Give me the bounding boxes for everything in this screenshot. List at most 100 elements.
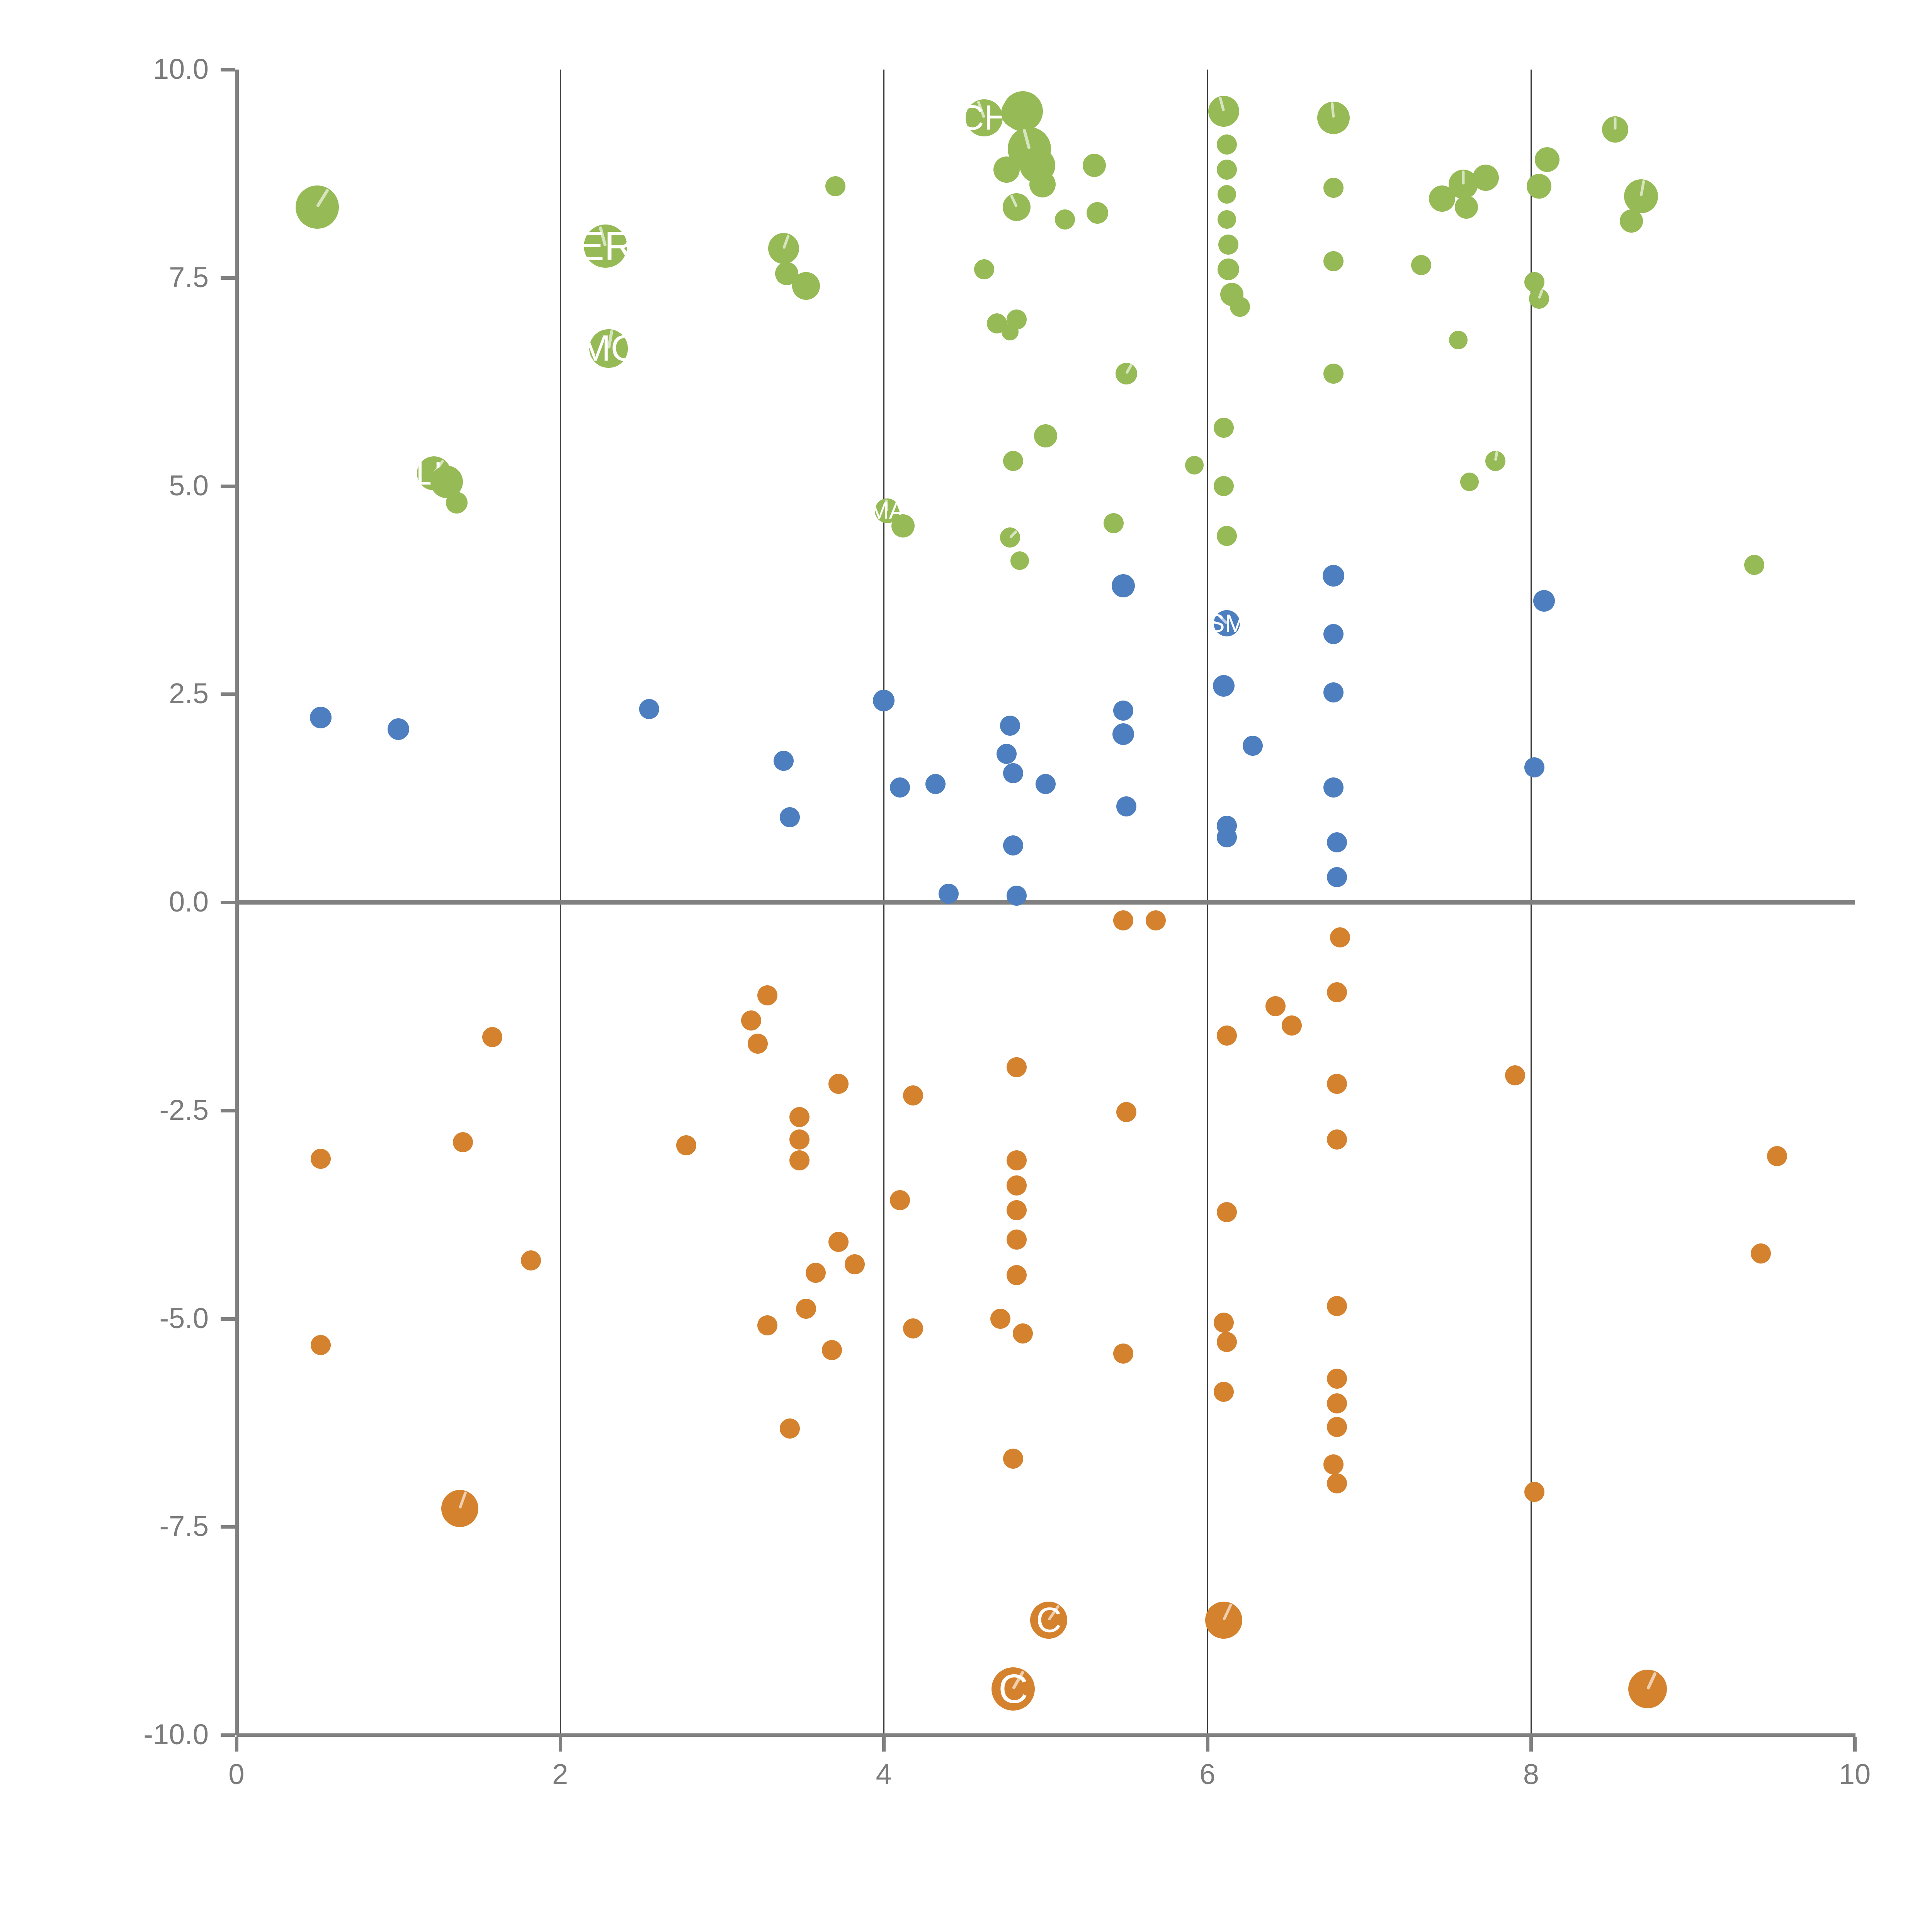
- data-point-orange[interactable]: [1327, 1393, 1347, 1414]
- data-point-blue[interactable]: [1243, 735, 1263, 756]
- data-point-green[interactable]: [1535, 147, 1560, 172]
- data-point-green[interactable]: [1323, 363, 1344, 384]
- data-point-green[interactable]: [974, 259, 994, 280]
- data-point-blue[interactable]: [890, 777, 910, 798]
- data-point-green[interactable]: [1217, 159, 1237, 180]
- data-point-blue[interactable]: [1323, 565, 1345, 587]
- data-point-orange[interactable]: [676, 1135, 697, 1156]
- data-point-orange[interactable]: [1116, 1102, 1137, 1122]
- data-point-orange[interactable]: [780, 1418, 800, 1439]
- data-point-orange[interactable]: [806, 1262, 826, 1283]
- data-point-green[interactable]: [446, 492, 468, 514]
- data-point-green[interactable]: [1230, 297, 1250, 317]
- data-point-blue[interactable]: [1003, 835, 1024, 856]
- data-point-green[interactable]: [1103, 513, 1124, 534]
- data-point-orange[interactable]: [1327, 1417, 1347, 1437]
- data-point-orange[interactable]: [310, 1148, 331, 1169]
- data-point-orange[interactable]: [521, 1250, 541, 1270]
- data-point-green[interactable]: [965, 99, 1003, 136]
- data-point-green[interactable]: [1010, 551, 1029, 570]
- data-point-green[interactable]: [1001, 323, 1019, 340]
- data-point-orange[interactable]: [1006, 1175, 1027, 1196]
- data-point-blue[interactable]: [1213, 675, 1235, 697]
- data-point-blue[interactable]: [1323, 624, 1344, 645]
- data-point-orange[interactable]: [757, 985, 777, 1006]
- data-point-orange[interactable]: [828, 1232, 849, 1252]
- data-point-green[interactable]: [1218, 234, 1239, 255]
- data-point-green[interactable]: [993, 156, 1020, 183]
- data-point-blue[interactable]: [1112, 574, 1135, 598]
- data-point-orange[interactable]: [1327, 1129, 1347, 1150]
- data-point-green[interactable]: [1460, 472, 1479, 491]
- data-point-green[interactable]: [1218, 259, 1240, 281]
- data-point-green[interactable]: [1217, 526, 1237, 546]
- data-point-orange[interactable]: [844, 1254, 865, 1275]
- data-point-orange[interactable]: [1265, 996, 1286, 1017]
- data-point-blue[interactable]: [1112, 723, 1134, 745]
- data-point-orange[interactable]: [903, 1318, 923, 1339]
- data-point-green[interactable]: [1213, 476, 1234, 496]
- data-point-blue[interactable]: [1323, 777, 1344, 798]
- data-point-orange[interactable]: [1006, 1265, 1027, 1286]
- data-point-orange[interactable]: [1751, 1243, 1771, 1264]
- data-point-orange[interactable]: [1217, 1332, 1237, 1352]
- data-point-orange[interactable]: [1006, 1057, 1027, 1077]
- data-point-orange[interactable]: [1003, 1448, 1024, 1469]
- data-point-orange[interactable]: [1524, 1481, 1544, 1502]
- data-point-blue[interactable]: [1036, 774, 1056, 794]
- data-point-orange[interactable]: [1013, 1323, 1033, 1344]
- data-point-green[interactable]: [1323, 178, 1344, 198]
- data-point-orange[interactable]: [1213, 1382, 1234, 1402]
- data-point-green[interactable]: [1217, 134, 1237, 155]
- data-point-orange[interactable]: [1323, 1454, 1344, 1475]
- data-point-blue[interactable]: [997, 744, 1017, 764]
- data-point-blue[interactable]: [1116, 796, 1137, 817]
- data-point-green[interactable]: [1620, 209, 1643, 233]
- data-point-green[interactable]: [775, 262, 798, 285]
- data-point-green[interactable]: [1213, 417, 1234, 438]
- data-point-blue[interactable]: [310, 706, 332, 728]
- data-point-green[interactable]: [1454, 195, 1478, 219]
- data-point-orange[interactable]: [1327, 1296, 1347, 1316]
- data-point-orange[interactable]: [1330, 927, 1350, 947]
- data-point-green[interactable]: [1473, 165, 1499, 191]
- data-point-orange[interactable]: [1217, 1202, 1237, 1222]
- data-point-blue[interactable]: [1003, 763, 1024, 783]
- data-point-green[interactable]: [1185, 456, 1204, 474]
- data-point-green[interactable]: [1323, 251, 1344, 271]
- data-point-orange[interactable]: [1113, 1344, 1134, 1364]
- data-point-green[interactable]: [1082, 153, 1106, 177]
- data-point-orange[interactable]: [1327, 1073, 1347, 1094]
- data-point-green[interactable]: [1208, 95, 1239, 127]
- data-point-orange[interactable]: [789, 1150, 810, 1171]
- data-point-blue[interactable]: [1524, 757, 1544, 777]
- data-point-orange[interactable]: [310, 1335, 331, 1355]
- data-point-blue[interactable]: [1217, 827, 1237, 847]
- data-point-green[interactable]: [1218, 185, 1236, 204]
- data-point-orange[interactable]: [789, 1129, 810, 1150]
- data-point-orange[interactable]: [822, 1340, 842, 1361]
- data-point-blue[interactable]: [873, 690, 895, 712]
- data-point-green[interactable]: [1055, 209, 1075, 230]
- data-point-blue[interactable]: [925, 774, 946, 794]
- data-point-orange[interactable]: [453, 1132, 473, 1152]
- data-point-green[interactable]: [891, 514, 915, 537]
- data-point-blue[interactable]: [1000, 716, 1020, 736]
- data-point-orange[interactable]: [482, 1027, 502, 1048]
- data-point-orange[interactable]: [1145, 910, 1166, 931]
- data-point-orange[interactable]: [741, 1010, 761, 1031]
- data-point-orange[interactable]: [1327, 1473, 1347, 1494]
- data-point-green[interactable]: [1449, 331, 1468, 350]
- data-point-green[interactable]: [1411, 255, 1431, 276]
- data-point-blue[interactable]: [773, 750, 794, 771]
- data-point-orange[interactable]: [747, 1034, 768, 1054]
- data-point-orange[interactable]: [1113, 910, 1134, 931]
- data-point-blue[interactable]: [1113, 701, 1134, 721]
- data-point-green[interactable]: [825, 176, 845, 196]
- data-point-blue[interactable]: [780, 807, 800, 828]
- data-point-orange[interactable]: [1327, 1368, 1347, 1389]
- data-point-orange[interactable]: [1213, 1313, 1234, 1333]
- data-point-orange[interactable]: [757, 1315, 777, 1335]
- data-point-blue[interactable]: [1533, 590, 1555, 612]
- data-point-green[interactable]: [1029, 171, 1056, 198]
